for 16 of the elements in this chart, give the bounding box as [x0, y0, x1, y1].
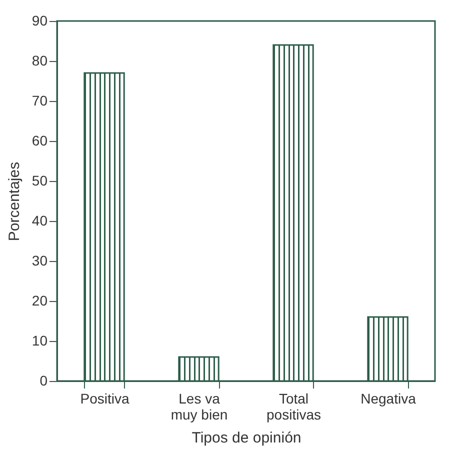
y-tick-label: 30 [32, 252, 48, 268]
x-tick-label: Positiva [80, 390, 130, 406]
y-tick-label: 0 [40, 372, 48, 388]
x-axis-title: Tipos de opinión [192, 430, 302, 446]
y-tick-label: 90 [32, 12, 48, 28]
y-tick-label: 10 [32, 332, 48, 348]
y-tick-label: 80 [32, 52, 48, 68]
x-tick-label: Les va muy bien [170, 390, 228, 422]
y-tick-label: 20 [32, 292, 48, 308]
x-tick-label: Negativa [360, 390, 416, 406]
y-tick-label: 50 [32, 172, 48, 188]
x-tick-label: Total positivas [266, 390, 321, 422]
y-axis-title: Porcentajes [6, 162, 23, 242]
y-tick-label: 70 [32, 92, 48, 108]
y-tick-label: 60 [32, 132, 48, 148]
y-tick-label: 40 [32, 212, 48, 228]
